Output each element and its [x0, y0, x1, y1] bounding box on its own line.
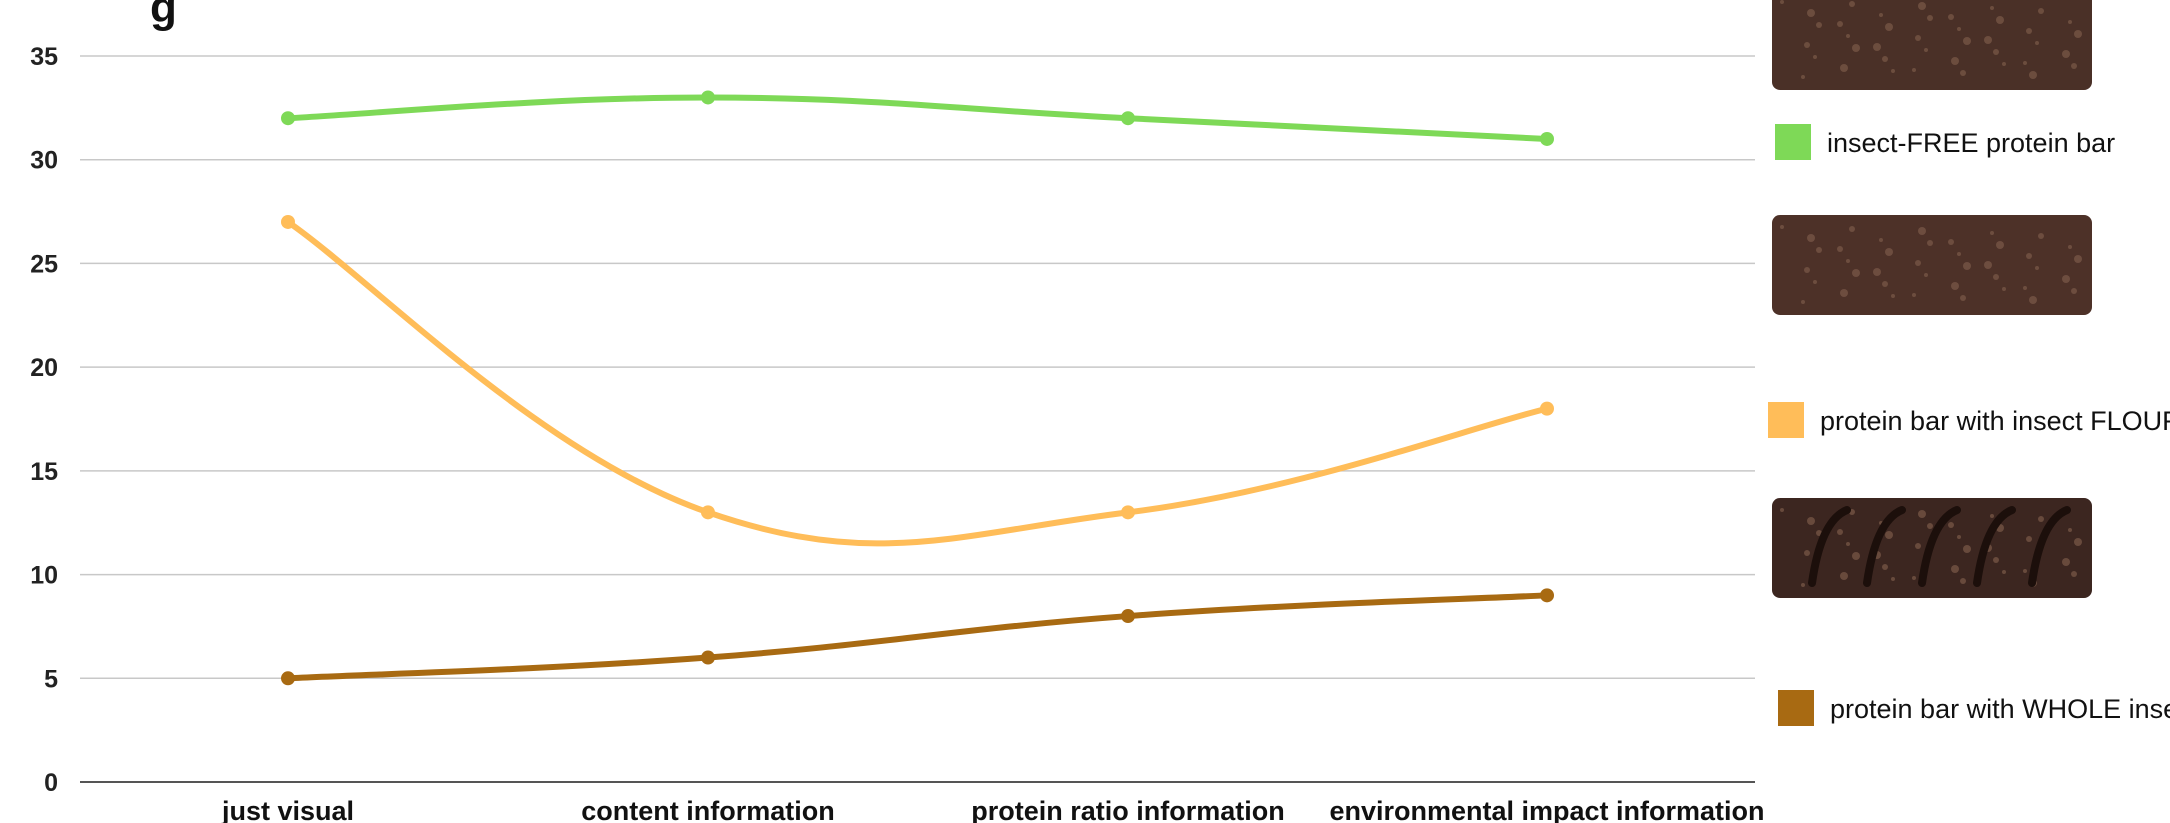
series-line-2 [285, 592, 1550, 682]
legend-swatch [1775, 124, 1811, 160]
data-point [281, 671, 295, 686]
data-point [281, 214, 295, 229]
y-axis-ticks: 0 5 10 15 20 25 30 35 [30, 43, 58, 797]
data-point [1121, 505, 1135, 520]
x-tick-label: protein ratio information [971, 796, 1285, 823]
data-point [281, 111, 295, 126]
y-tick-label: 30 [30, 147, 58, 175]
bar-photo-insect-flour [1772, 215, 2092, 315]
series-line-1 [285, 218, 1550, 547]
data-points [281, 90, 1554, 686]
data-point [1540, 401, 1554, 416]
legend-label: protein bar with insect FLOUR [1820, 406, 2170, 436]
data-point [701, 650, 715, 665]
legend-label: protein bar with WHOLE insects [1830, 694, 2170, 724]
legend-label: insect-FREE protein bar [1827, 128, 2115, 158]
y-tick-label: 5 [44, 665, 58, 693]
data-point [701, 505, 715, 520]
data-point [1540, 131, 1554, 146]
y-tick-label: 25 [30, 250, 58, 278]
legend-swatch [1768, 402, 1804, 438]
y-tick-label: 20 [30, 354, 58, 382]
y-tick-label: 15 [30, 458, 58, 486]
x-axis-labels: just visual content information protein ra… [221, 796, 1765, 823]
data-point [1121, 111, 1135, 126]
series-line-0 [285, 94, 1550, 142]
bar-photo-insect-free [1772, 0, 2092, 90]
series-lines [285, 94, 1550, 682]
data-point [1540, 588, 1554, 603]
data-point [1121, 609, 1135, 624]
x-tick-label: environmental impact information [1329, 796, 1764, 823]
x-tick-label: just visual [221, 796, 354, 823]
legend: insect-FREE protein bar protein bar with … [1768, 0, 2170, 726]
y-tick-label: 10 [30, 562, 58, 590]
x-tick-label: content information [581, 796, 834, 823]
data-point [701, 90, 715, 105]
bar-photo-whole-insects [1772, 498, 2092, 598]
y-tick-label: 0 [44, 769, 58, 797]
y-tick-label: 35 [30, 43, 58, 71]
chart-title-fragment: g [150, 0, 177, 32]
legend-swatch [1778, 690, 1814, 726]
